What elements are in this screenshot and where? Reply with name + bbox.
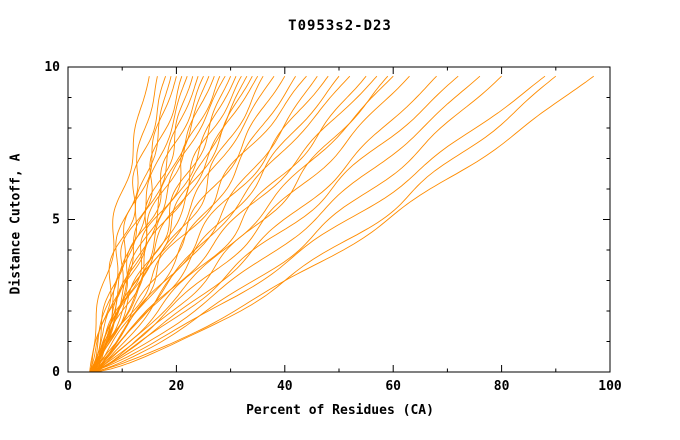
model-curve — [94, 75, 389, 373]
model-curve — [96, 75, 557, 373]
model-curve — [96, 75, 242, 373]
model-curve — [90, 75, 275, 373]
model-curve — [95, 75, 394, 373]
plot-border — [67, 66, 611, 373]
x-tick-label: 20 — [169, 379, 185, 394]
y-axis-label-text: Distance Cutoff, A — [8, 153, 24, 295]
model-curve — [93, 76, 177, 373]
y-tick-label: 10 — [44, 60, 60, 75]
model-curve — [89, 76, 183, 373]
x-axis-label: Percent of Residues (CA) — [246, 403, 434, 418]
model-curve — [94, 76, 215, 373]
model-curve — [93, 75, 296, 373]
model-curve — [91, 76, 221, 373]
model-curve — [89, 76, 150, 373]
model-curve — [93, 75, 340, 373]
model-curve — [91, 76, 158, 373]
model-curve — [94, 75, 259, 373]
model-curve — [94, 75, 318, 373]
model-curve — [96, 75, 351, 373]
model-curve — [90, 75, 546, 373]
model-curve — [92, 75, 594, 373]
model-curve — [92, 75, 367, 373]
model-curve — [90, 76, 199, 373]
y-tick-label: 0 — [52, 365, 60, 380]
model-curve — [93, 75, 502, 373]
model-curve — [92, 75, 410, 373]
model-curve — [91, 75, 307, 373]
model-curve — [95, 75, 226, 373]
model-curve — [90, 75, 329, 373]
model-curve — [94, 75, 459, 373]
x-tick-label: 100 — [598, 379, 622, 394]
model-curve — [91, 75, 437, 373]
x-tick-label: 0 — [64, 379, 72, 394]
chart-title: T0953s2-D23 — [288, 18, 392, 34]
model-curve — [93, 76, 237, 373]
model-curve — [91, 75, 481, 373]
x-tick-label: 80 — [494, 379, 510, 394]
model-curve — [89, 75, 378, 373]
model-curve — [89, 75, 253, 373]
model-curve — [90, 76, 167, 373]
y-tick-label: 5 — [52, 213, 60, 228]
model-curve — [92, 75, 264, 373]
x-tick-label: 60 — [385, 379, 401, 394]
x-tick-label: 40 — [277, 379, 293, 394]
